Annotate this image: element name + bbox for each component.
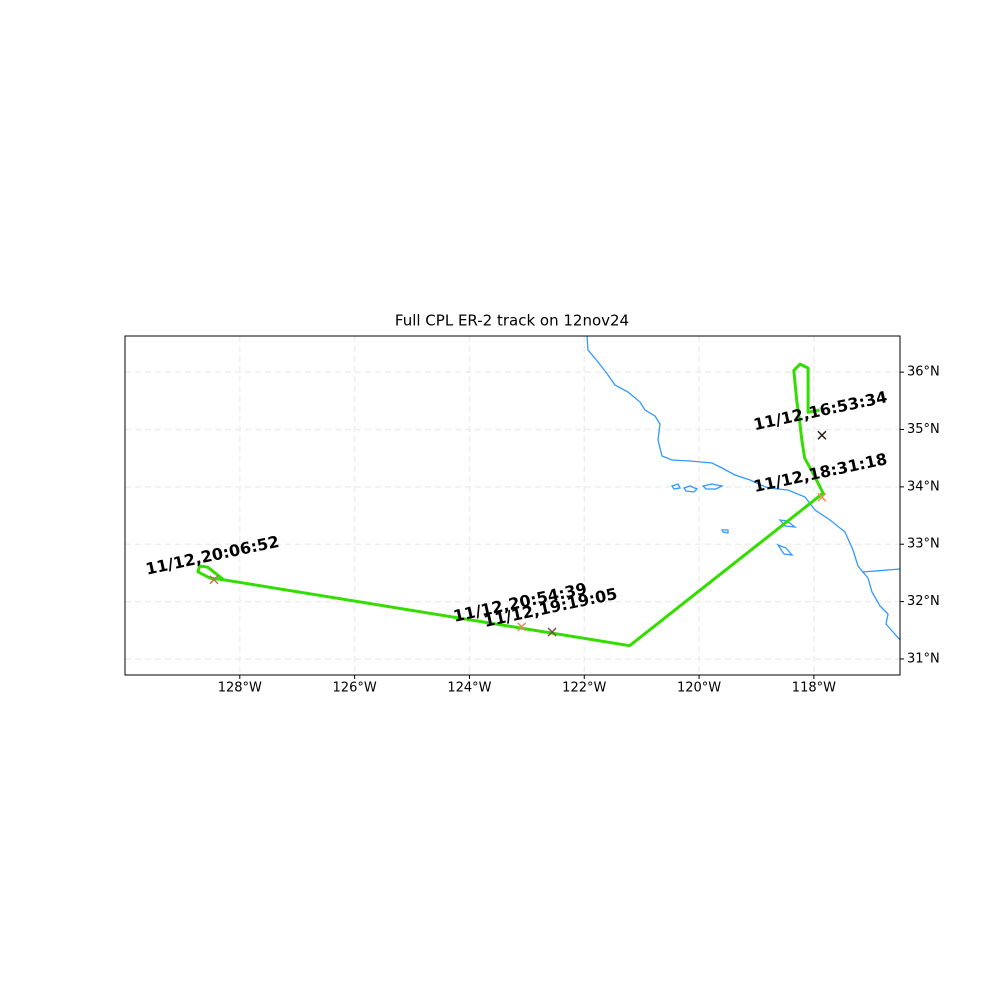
time-label: 11/12,16:53:34 bbox=[752, 387, 889, 434]
flight-track bbox=[196, 362, 825, 648]
island bbox=[701, 483, 724, 490]
time-marker bbox=[817, 492, 827, 502]
map-frame bbox=[124, 335, 901, 676]
x-tick-label: 126°W bbox=[333, 681, 377, 696]
y-tick-label: 31°N bbox=[907, 651, 940, 666]
y-tick-label: 35°N bbox=[907, 422, 940, 437]
y-tick-label: 32°N bbox=[907, 594, 940, 609]
y-tick-label: 33°N bbox=[907, 537, 940, 552]
x-tick-label: 124°W bbox=[447, 681, 491, 696]
coastline bbox=[586, 336, 900, 641]
coast bbox=[586, 336, 900, 641]
island bbox=[682, 485, 699, 493]
time-marker bbox=[817, 430, 827, 440]
island bbox=[776, 543, 794, 556]
island bbox=[720, 529, 729, 534]
y-tick-label: 34°N bbox=[907, 479, 940, 494]
time-marker bbox=[517, 622, 527, 632]
x-tick-label: 128°W bbox=[218, 681, 262, 696]
map-title: Full CPL ER-2 track on 12nov24 bbox=[395, 312, 629, 330]
x-tick-label: 118°W bbox=[792, 681, 836, 696]
x-tick-label: 120°W bbox=[677, 681, 721, 696]
border bbox=[861, 568, 900, 573]
time-marker bbox=[209, 575, 219, 585]
x-tick-label: 122°W bbox=[562, 681, 606, 696]
island bbox=[670, 483, 681, 490]
time-marker bbox=[547, 627, 557, 637]
y-tick-label: 36°N bbox=[907, 365, 940, 380]
track-layer bbox=[196, 362, 825, 648]
